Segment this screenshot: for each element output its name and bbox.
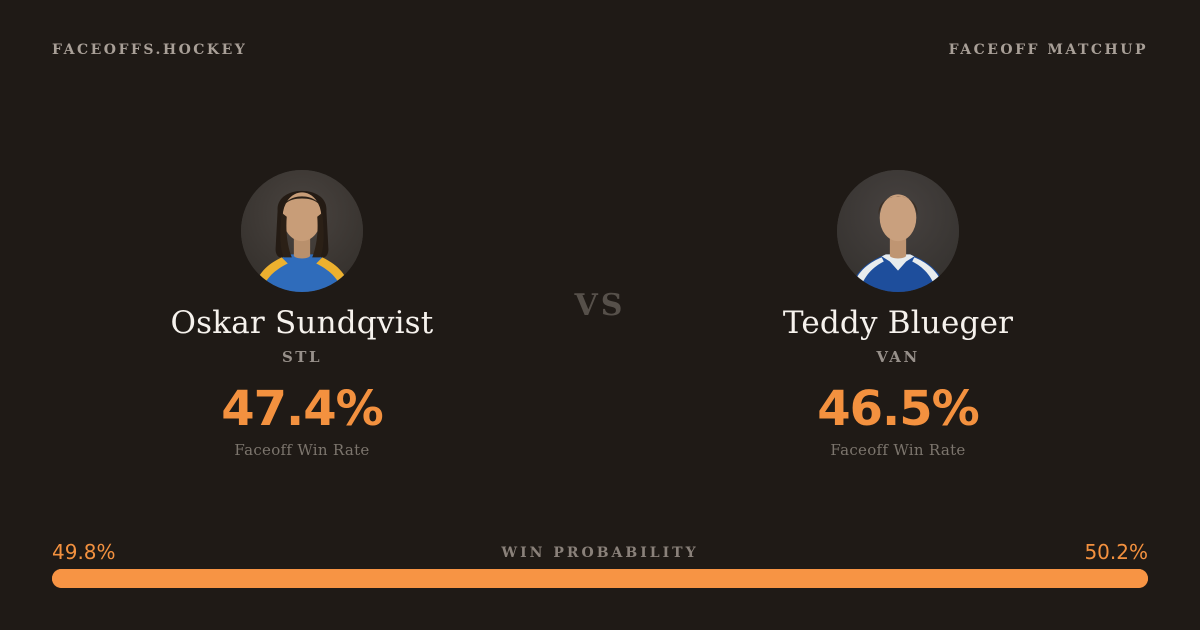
header: FACEOFFS.HOCKEY FACEOFF MATCHUP <box>52 42 1148 58</box>
team-code: VAN <box>876 348 920 366</box>
vs-label: VS <box>574 288 626 323</box>
faceoff-win-rate-label: Faceoff Win Rate <box>830 441 966 459</box>
win-prob-left-value: 49.8% <box>52 540 116 564</box>
team-code: STL <box>281 348 323 366</box>
win-prob-right-segment <box>597 569 1148 588</box>
player-avatar-left <box>241 170 363 292</box>
player-headshot-icon <box>241 170 363 292</box>
card-type-label: FACEOFF MATCHUP <box>948 42 1148 58</box>
player-card-left: Oskar Sundqvist STL 47.4% Faceoff Win Ra… <box>102 170 502 459</box>
player-name: Oskar Sundqvist <box>170 305 434 341</box>
player-headshot-icon <box>837 170 959 292</box>
faceoff-win-rate-value: 47.4% <box>221 381 384 437</box>
win-prob-title: WIN PROBABILITY <box>501 545 699 561</box>
brand-text: FACEOFFS.HOCKEY <box>52 42 248 58</box>
win-prob-left-segment <box>52 569 598 588</box>
player-card-right: Teddy Blueger VAN 46.5% Faceoff Win Rate <box>698 170 1098 459</box>
win-prob-right-value: 50.2% <box>1084 540 1148 564</box>
win-prob-bar <box>52 569 1148 588</box>
player-avatar-right <box>837 170 959 292</box>
faceoff-win-rate-value: 46.5% <box>817 381 980 437</box>
faceoff-win-rate-label: Faceoff Win Rate <box>234 441 370 459</box>
player-name: Teddy Blueger <box>782 305 1014 341</box>
win-probability-labels: 49.8% WIN PROBABILITY 50.2% <box>52 540 1148 564</box>
